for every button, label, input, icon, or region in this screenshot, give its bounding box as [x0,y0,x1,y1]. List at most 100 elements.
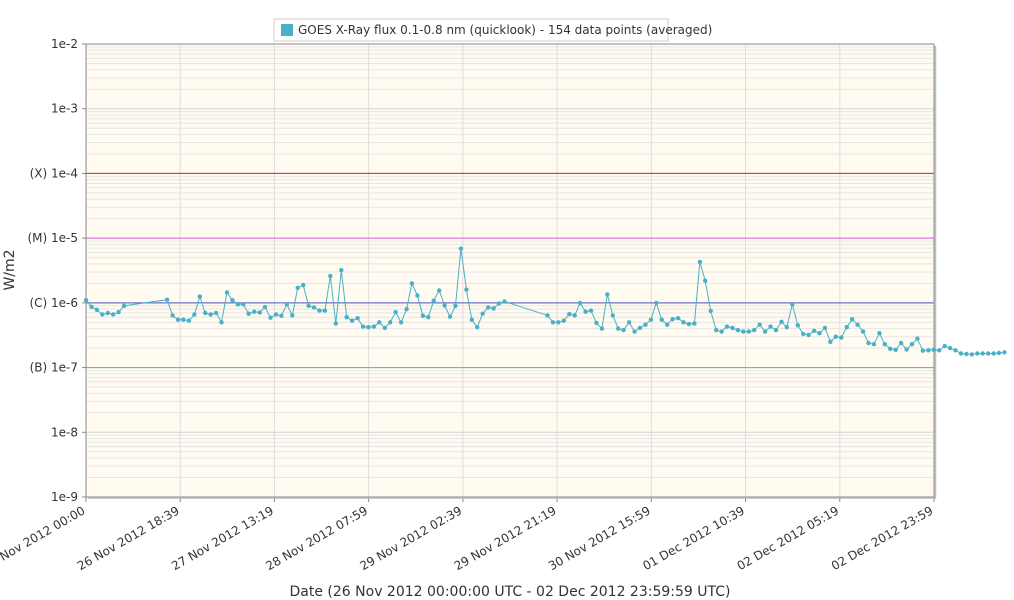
data-point[interactable] [420,313,426,318]
data-point[interactable] [768,324,773,329]
data-point[interactable] [94,307,100,312]
data-point[interactable] [773,327,779,333]
data-point[interactable] [279,313,284,318]
data-point[interactable] [757,322,762,327]
data-point[interactable] [246,311,251,316]
data-point[interactable] [89,304,94,309]
data-point[interactable] [621,327,626,333]
data-point[interactable] [795,323,800,328]
data-point[interactable] [311,305,317,310]
data-point[interactable] [904,347,909,352]
data-point[interactable] [849,317,855,322]
data-point[interactable] [844,325,849,330]
legend[interactable]: GOES X-Ray flux 0.1-0.8 nm (quicklook) -… [273,18,712,42]
data-point[interactable] [480,311,485,316]
data-point[interactable] [235,302,241,307]
data-point[interactable] [464,287,469,292]
data-point[interactable] [431,298,436,303]
data-point[interactable] [860,329,866,334]
data-point[interactable] [502,299,507,304]
data-point[interactable] [779,319,784,324]
data-point[interactable] [475,325,480,330]
data-point[interactable] [366,325,371,330]
data-point[interactable] [746,329,751,334]
data-point[interactable] [121,303,127,308]
data-point[interactable] [659,317,664,322]
data-point[interactable] [203,310,208,316]
data-point[interactable] [703,278,708,283]
data-point[interactable] [1002,350,1007,355]
data-point[interactable] [458,246,464,251]
data-point[interactable] [181,317,186,322]
data-point[interactable] [344,315,349,320]
data-point[interactable] [697,259,703,265]
data-point[interactable] [790,302,795,307]
data-point[interactable] [599,326,605,331]
data-point[interactable] [409,281,415,286]
data-point[interactable] [377,320,382,325]
data-point[interactable] [322,308,328,313]
data-point[interactable] [382,325,387,331]
data-point[interactable] [714,327,719,333]
data-point[interactable] [855,322,860,327]
data-point[interactable] [817,331,822,336]
data-point[interactable] [616,326,621,331]
data-point[interactable] [888,346,893,351]
data-point[interactable] [355,316,360,321]
data-point[interactable] [257,310,262,315]
data-point[interactable] [469,317,474,322]
data-point[interactable] [339,268,344,273]
data-point[interactable] [545,313,550,318]
data-point[interactable] [594,320,599,326]
data-point[interactable] [670,317,675,322]
data-point[interactable] [577,300,583,306]
data-point[interactable] [349,318,355,323]
data-point[interactable] [931,347,936,352]
data-point[interactable] [605,292,610,297]
data-point[interactable] [437,288,442,293]
data-point[interactable] [741,329,746,334]
data-point[interactable] [882,342,887,347]
data-point[interactable] [801,331,806,337]
data-point[interactable] [898,340,904,346]
data-point[interactable] [328,273,333,279]
data-point[interactable] [230,298,235,303]
data-point[interactable] [252,309,257,314]
data-point[interactable] [643,322,648,327]
data-point[interactable] [947,345,953,351]
data-point[interactable] [213,310,219,316]
data-point[interactable] [839,335,844,340]
data-point[interactable] [572,313,577,318]
data-point[interactable] [833,334,838,339]
data-point[interactable] [980,351,985,356]
data-point[interactable] [926,348,931,353]
data-point[interactable] [164,297,170,302]
data-point[interactable] [116,309,121,315]
data-point[interactable] [762,329,768,334]
data-point[interactable] [306,303,311,308]
data-point[interactable] [284,302,289,307]
data-point[interactable] [262,304,268,310]
data-point[interactable] [996,350,1002,356]
data-point[interactable] [447,314,453,319]
data-point[interactable] [398,320,404,325]
data-point[interactable] [192,312,197,317]
data-point[interactable] [909,342,915,347]
data-point[interactable] [404,306,409,312]
data-point[interactable] [333,321,338,326]
data-point[interactable] [588,308,594,313]
data-point[interactable] [317,308,322,313]
data-point[interactable] [632,329,637,334]
data-point[interactable] [708,308,713,314]
data-point[interactable] [371,324,377,329]
data-point[interactable] [828,339,833,344]
data-point[interactable] [692,321,697,326]
data-point[interactable] [360,324,366,329]
data-point[interactable] [991,351,996,356]
data-point[interactable] [626,320,632,325]
data-point[interactable] [556,320,561,325]
data-point[interactable] [295,285,300,291]
data-point[interactable] [175,317,181,322]
data-point[interactable] [654,300,659,306]
data-point[interactable] [170,313,175,318]
